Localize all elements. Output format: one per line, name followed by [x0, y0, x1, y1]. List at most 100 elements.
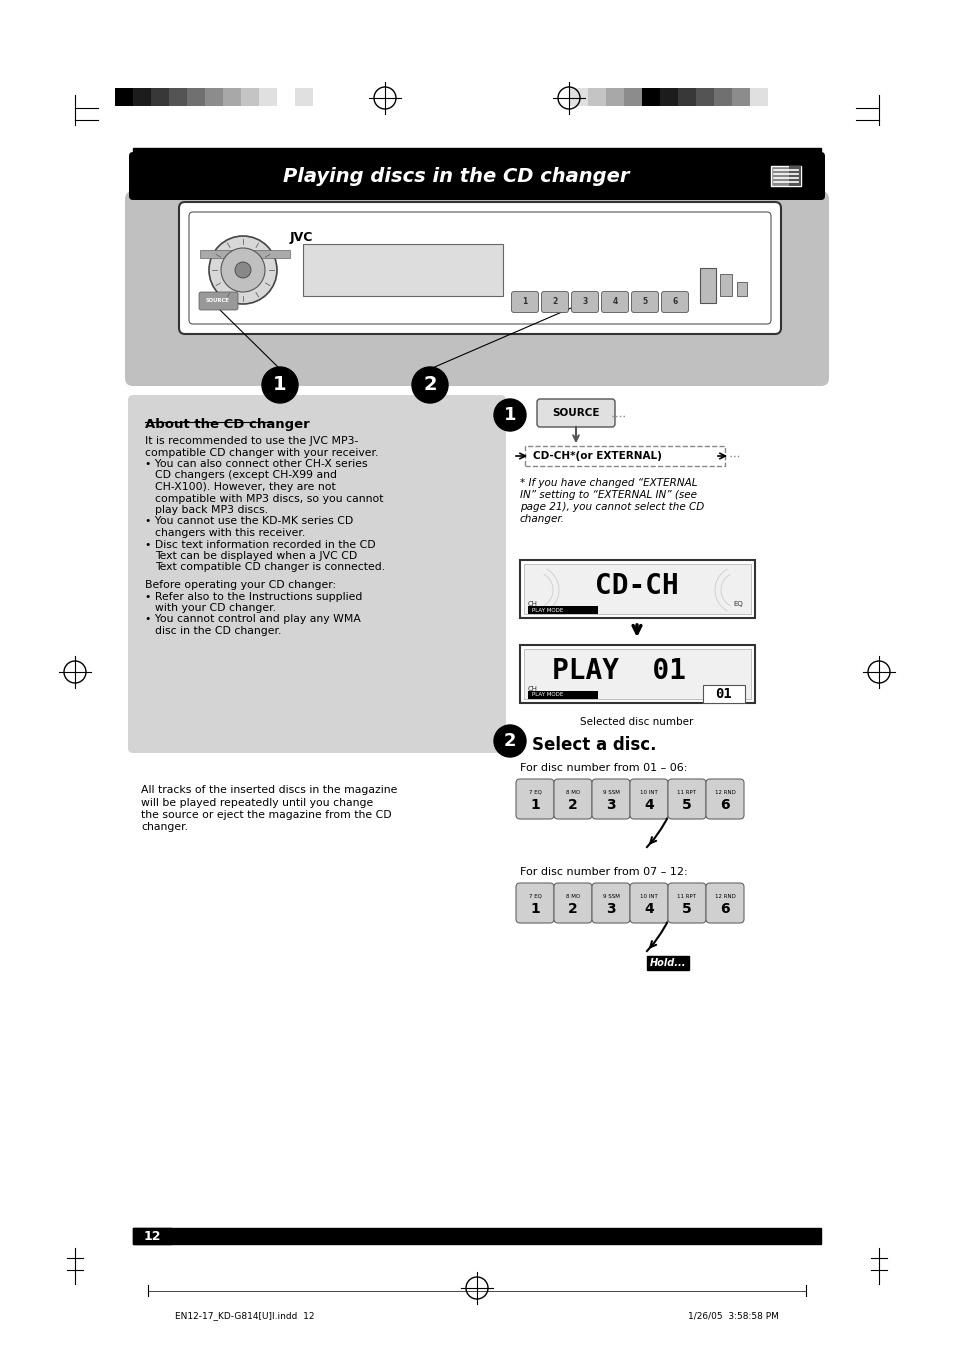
- FancyBboxPatch shape: [660, 292, 688, 312]
- FancyBboxPatch shape: [592, 780, 629, 819]
- Text: 9 SSM: 9 SSM: [602, 789, 618, 794]
- Text: Selected disc number: Selected disc number: [579, 717, 693, 727]
- Bar: [659, 88, 678, 105]
- Bar: [132, 1228, 821, 1244]
- Bar: [258, 88, 276, 105]
- Text: All tracks of the inserted discs in the magazine: All tracks of the inserted discs in the …: [141, 785, 397, 794]
- FancyBboxPatch shape: [516, 780, 554, 819]
- Bar: [187, 88, 205, 105]
- Bar: [720, 274, 731, 296]
- Text: Select a disc.: Select a disc.: [532, 736, 656, 754]
- FancyBboxPatch shape: [125, 190, 828, 386]
- Text: Playing discs in the CD changer: Playing discs in the CD changer: [283, 168, 629, 186]
- Bar: [276, 88, 294, 105]
- Text: 7 EQ: 7 EQ: [528, 893, 541, 898]
- Text: 1: 1: [530, 902, 539, 916]
- Text: changers with this receiver.: changers with this receiver.: [154, 528, 305, 538]
- Text: CD changers (except CH-X99 and: CD changers (except CH-X99 and: [154, 470, 336, 481]
- Text: disc in the CD changer.: disc in the CD changer.: [154, 626, 281, 636]
- Text: • You cannot use the KD-MK series CD: • You cannot use the KD-MK series CD: [145, 516, 353, 527]
- Bar: [115, 88, 132, 105]
- Text: 1: 1: [273, 376, 287, 394]
- Text: changer.: changer.: [141, 823, 188, 832]
- Text: 7 EQ: 7 EQ: [528, 789, 541, 794]
- Text: CD-CH: CD-CH: [595, 571, 679, 600]
- Text: 12: 12: [143, 1229, 161, 1243]
- Text: 2: 2: [568, 798, 578, 812]
- Bar: [700, 267, 716, 303]
- Text: • You cannot control and play any WMA: • You cannot control and play any WMA: [145, 615, 360, 624]
- Text: EN12-17_KD-G814[U]I.indd  12: EN12-17_KD-G814[U]I.indd 12: [174, 1312, 314, 1320]
- Text: 3: 3: [581, 297, 587, 307]
- Text: PLAY  01: PLAY 01: [551, 657, 685, 685]
- Text: CH: CH: [527, 601, 537, 607]
- Bar: [702, 685, 744, 703]
- Bar: [527, 690, 598, 698]
- Text: • Disc text information recorded in the CD: • Disc text information recorded in the …: [145, 539, 375, 550]
- Bar: [524, 446, 724, 466]
- Text: 6: 6: [672, 297, 677, 307]
- Text: SOURCE: SOURCE: [552, 408, 599, 417]
- Bar: [623, 88, 641, 105]
- Bar: [770, 166, 801, 186]
- Text: 6: 6: [720, 798, 729, 812]
- Text: 12 RND: 12 RND: [714, 893, 735, 898]
- Bar: [241, 88, 258, 105]
- FancyBboxPatch shape: [199, 292, 237, 309]
- Text: EQ: EQ: [733, 686, 742, 692]
- Text: CD-CH*(or EXTERNAL): CD-CH*(or EXTERNAL): [533, 451, 661, 461]
- Text: For disc number from 01 – 06:: For disc number from 01 – 06:: [519, 763, 687, 773]
- Text: 2: 2: [568, 902, 578, 916]
- Circle shape: [494, 399, 525, 431]
- Text: 4: 4: [643, 798, 653, 812]
- Bar: [605, 88, 623, 105]
- Text: CH: CH: [527, 686, 537, 692]
- Text: SOURCE: SOURCE: [206, 299, 230, 304]
- Bar: [132, 149, 821, 153]
- Text: will be played repeatedly until you change: will be played repeatedly until you chan…: [141, 797, 373, 808]
- FancyBboxPatch shape: [541, 292, 568, 312]
- Text: 1: 1: [503, 407, 516, 424]
- Text: 12 RND: 12 RND: [714, 789, 735, 794]
- Text: It is recommended to use the JVC MP3-: It is recommended to use the JVC MP3-: [145, 436, 358, 446]
- FancyBboxPatch shape: [592, 884, 629, 923]
- Text: 2: 2: [503, 732, 516, 750]
- FancyBboxPatch shape: [516, 884, 554, 923]
- Text: 4: 4: [612, 297, 617, 307]
- Bar: [569, 88, 587, 105]
- FancyBboxPatch shape: [629, 780, 667, 819]
- Bar: [205, 88, 223, 105]
- Bar: [132, 1228, 171, 1244]
- Bar: [523, 648, 750, 698]
- Text: compatible CD changer with your receiver.: compatible CD changer with your receiver…: [145, 447, 378, 458]
- Text: Before operating your CD changer:: Before operating your CD changer:: [145, 580, 335, 590]
- Text: • You can also connect other CH-X series: • You can also connect other CH-X series: [145, 459, 367, 469]
- FancyBboxPatch shape: [705, 780, 743, 819]
- Text: with your CD changer.: with your CD changer.: [154, 603, 275, 613]
- FancyBboxPatch shape: [667, 780, 705, 819]
- Text: 10 INT: 10 INT: [639, 893, 658, 898]
- FancyBboxPatch shape: [511, 292, 537, 312]
- Text: • Refer also to the Instructions supplied: • Refer also to the Instructions supplie…: [145, 592, 362, 601]
- Text: 9 SSM: 9 SSM: [602, 893, 618, 898]
- Bar: [294, 88, 313, 105]
- Text: 8 MO: 8 MO: [565, 893, 579, 898]
- Bar: [519, 644, 754, 703]
- Text: compatible with MP3 discs, so you cannot: compatible with MP3 discs, so you cannot: [154, 493, 383, 504]
- Bar: [696, 88, 713, 105]
- Text: Text compatible CD changer is connected.: Text compatible CD changer is connected.: [154, 562, 385, 573]
- Text: 5: 5: [641, 297, 647, 307]
- Bar: [646, 957, 688, 970]
- Bar: [737, 282, 746, 296]
- Text: CH-X100). However, they are not: CH-X100). However, they are not: [154, 482, 335, 492]
- Bar: [523, 563, 750, 613]
- Circle shape: [221, 249, 265, 292]
- Text: About the CD changer: About the CD changer: [145, 417, 310, 431]
- FancyBboxPatch shape: [554, 884, 592, 923]
- Bar: [678, 88, 696, 105]
- Text: play back MP3 discs.: play back MP3 discs.: [154, 505, 268, 515]
- Text: 3: 3: [605, 798, 616, 812]
- Bar: [641, 88, 659, 105]
- Text: 6: 6: [720, 902, 729, 916]
- Text: 1: 1: [530, 798, 539, 812]
